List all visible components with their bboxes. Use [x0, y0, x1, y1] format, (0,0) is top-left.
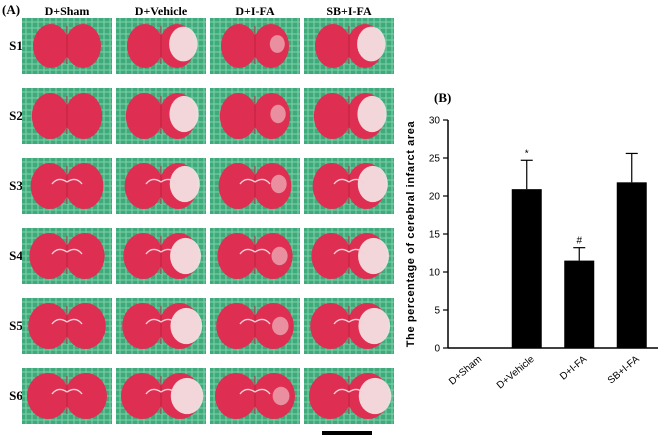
brain-slice-image	[210, 228, 300, 284]
x-tick-label: SB+I-FA	[606, 354, 642, 387]
figure-panel-b: (B) 0 5 10 15 20 25 30 The percentage of cerebr…	[384, 80, 666, 440]
row-label: S2	[9, 108, 23, 123]
y-tick-label: 5	[434, 306, 440, 317]
brain-slice-image	[22, 298, 112, 354]
row-label: S3	[9, 178, 23, 193]
brain-slice-image	[304, 228, 394, 284]
row-label: S4	[9, 248, 23, 263]
brain-slice-image	[304, 88, 394, 144]
brain-slice-image	[210, 158, 300, 214]
significance-marker: #	[576, 236, 582, 247]
brain-slice-image	[210, 368, 300, 424]
row-label: S1	[9, 38, 23, 53]
infarct-bar-chart: 0 5 10 15 20 25 30 The percentage of cerebral i…	[405, 116, 658, 392]
brain-slice-image	[116, 158, 206, 214]
brain-slice-image	[22, 158, 112, 214]
brain-slice-image	[116, 18, 206, 74]
x-tick-label: D+Vehicle	[495, 354, 537, 392]
brain-slice-image	[116, 88, 206, 144]
panel-b-label: (B)	[434, 90, 452, 105]
significance-marker: *	[525, 148, 529, 159]
brain-slice-image	[304, 368, 394, 424]
scale-bar	[322, 431, 372, 435]
brain-slice-image	[22, 18, 112, 74]
brain-slice-image	[304, 18, 394, 74]
brain-slice-image	[22, 88, 112, 144]
brain-slice-image	[210, 18, 300, 74]
bar	[511, 189, 542, 348]
y-tick-label: 15	[429, 230, 441, 241]
brain-slice-image	[210, 298, 300, 354]
brain-slice-image	[116, 368, 206, 424]
figure-panel-a: (A) D+Sham D+Vehicle D+I-FA SB+I-FA S1 S2 S3 S…	[2, 2, 394, 435]
y-tick-label: 10	[429, 268, 441, 279]
x-tick-label: D+I-FA	[558, 354, 589, 383]
column-label: D+I-FA	[235, 4, 275, 18]
row-label: S5	[9, 318, 23, 333]
row-label: S6	[9, 388, 23, 403]
x-tick-label: D+Sham	[447, 354, 484, 388]
y-tick-label: 25	[429, 154, 441, 165]
column-label: D+Vehicle	[134, 4, 188, 18]
y-tick-label: 0	[434, 344, 440, 355]
bar	[616, 182, 647, 348]
brain-slice-image	[116, 298, 206, 354]
column-label: SB+I-FA	[326, 4, 372, 18]
y-axis-label: The percentage of cerebral infarct area	[405, 121, 417, 348]
y-tick-label: 30	[429, 116, 441, 127]
brain-slice-image	[210, 88, 300, 144]
brain-slice-image	[22, 368, 112, 424]
brain-slice-image	[116, 228, 206, 284]
panel-a-label: (A)	[2, 2, 21, 17]
brain-slice-image	[304, 158, 394, 214]
brain-slice-image	[304, 298, 394, 354]
bar	[564, 260, 595, 348]
column-label: D+Sham	[44, 4, 90, 18]
brain-slice-image	[22, 228, 112, 284]
y-tick-label: 20	[429, 192, 441, 203]
